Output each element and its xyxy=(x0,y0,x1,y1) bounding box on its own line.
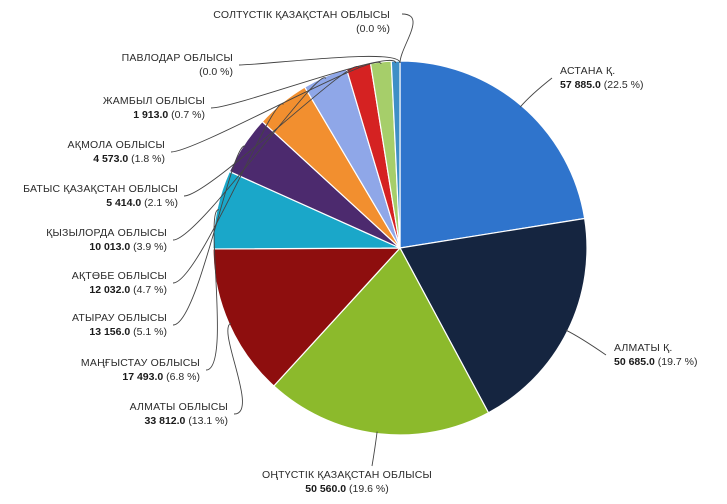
slice-value-label: 12 032.0 (4.7 %) xyxy=(89,284,167,296)
leader-line xyxy=(371,431,378,467)
slice-value-label: 1 913.0 (0.7 %) xyxy=(133,109,205,121)
slice-name-label: АЛМАТЫ ОБЛЫСЫ xyxy=(130,401,228,413)
pie-slice xyxy=(212,247,402,387)
slice-value-label: 50 560.0 (19.6 %) xyxy=(305,483,388,495)
leader-line xyxy=(172,77,327,241)
slice-value-label: (0.0 %) xyxy=(356,23,390,35)
slice-value-label: (0.0 %) xyxy=(199,66,233,78)
slice-value-label: 50 685.0 (19.7 %) xyxy=(614,356,697,368)
leader-line xyxy=(205,209,220,371)
pie-slice xyxy=(399,60,586,249)
slice-name-label: АЛМАТЫ Қ. xyxy=(614,342,673,354)
leader-line xyxy=(172,103,284,284)
slice-value-label: 57 885.0 (22.5 %) xyxy=(560,79,643,91)
leader-line xyxy=(565,329,607,356)
slice-value-label: 10 013.0 (3.9 %) xyxy=(89,241,167,253)
slice-value-label: 17 493.0 (6.8 %) xyxy=(122,371,200,383)
slice-name-label: ҚЫЗЫЛОРДА ОБЛЫСЫ xyxy=(46,227,167,239)
leader-line xyxy=(399,13,414,64)
leader-line xyxy=(210,59,397,109)
leader-line xyxy=(227,322,243,415)
slice-name-label: СОЛТҮСТІК ҚАЗАҚСТАН ОБЛЫСЫ xyxy=(213,9,390,21)
slice-labels: АСТАНА Қ. 57 885.0 (22.5 %) АЛМАТЫ Қ. 50 68… xyxy=(23,9,697,495)
slice-name-label: ПАВЛОДАР ОБЛЫСЫ xyxy=(122,52,233,64)
slice-name-label: АҚМОЛА ОБЛЫСЫ xyxy=(68,139,165,151)
pie-slices xyxy=(212,60,588,436)
leader-lines xyxy=(170,13,607,467)
slice-name-label: ЖАМБЫЛ ОБЛЫСЫ xyxy=(103,95,205,107)
slice-name-label: АҚТӨБЕ ОБЛЫСЫ xyxy=(72,270,167,282)
leader-line xyxy=(183,66,360,197)
slice-value-label: 33 812.0 (13.1 %) xyxy=(145,415,228,427)
slice-value-label: 13 156.0 (5.1 %) xyxy=(89,326,167,338)
leader-line xyxy=(519,77,553,108)
leader-line xyxy=(172,145,246,326)
slice-name-label: АТЫРАУ ОБЛЫСЫ xyxy=(72,312,167,324)
slice-name-label: БАТЫС ҚАЗАҚСТАН ОБЛЫСЫ xyxy=(23,183,178,195)
leader-line xyxy=(238,55,401,66)
slice-value-label: 4 573.0 (1.8 %) xyxy=(93,153,165,165)
slice-value-label: 5 414.0 (2.1 %) xyxy=(106,197,178,209)
slice-name-label: МАҢҒЫСТАУ ОБЛЫСЫ xyxy=(81,357,200,369)
slice-name-label: ОҢТҮСТІК ҚАЗАҚСТАН ОБЛЫСЫ xyxy=(262,469,432,481)
slice-name-label: АСТАНА Қ. xyxy=(560,65,615,77)
